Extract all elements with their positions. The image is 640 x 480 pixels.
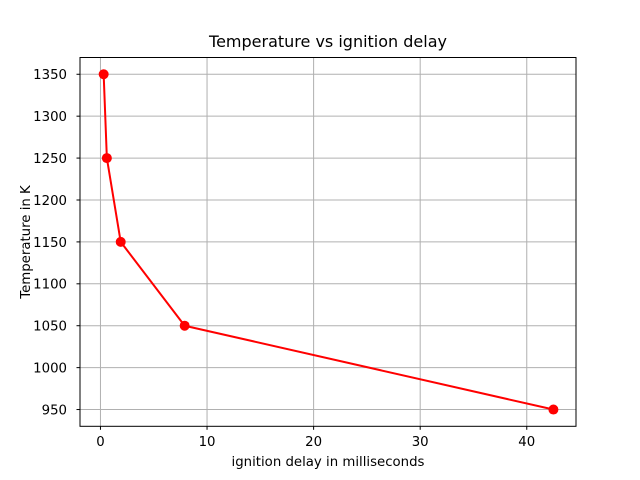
data-point [101, 153, 112, 164]
x-tick-label: 0 [96, 435, 104, 450]
x-tick-label: 10 [199, 435, 216, 450]
data-layer [98, 69, 559, 415]
grid-layer [80, 57, 576, 427]
x-tick-label: 40 [518, 435, 535, 450]
x-tick-label: 30 [412, 435, 429, 450]
y-tick-label: 1050 [33, 320, 67, 335]
y-tick-label: 1000 [33, 362, 67, 377]
y-tick-label: 1150 [33, 236, 67, 251]
y-tick-label: 1350 [33, 68, 67, 83]
y-tick-label: 1300 [33, 110, 67, 125]
y-tick-label: 1200 [33, 194, 67, 209]
data-point [548, 404, 559, 415]
data-point [115, 236, 126, 247]
y-tick-label: 1100 [33, 278, 67, 293]
y-axis-label: Temperature in K [19, 185, 34, 300]
y-tick-label: 950 [42, 403, 67, 418]
y-tick-label: 1250 [33, 152, 67, 167]
x-tick-label: 20 [305, 435, 322, 450]
tick-layer: 0 10 20 30 40 950 1000 1050 1100 1150 1200 1250 1300… [33, 68, 535, 450]
x-axis-label: ignition delay in milliseconds [232, 455, 425, 470]
chart-title: Temperature vs ignition delay [208, 32, 447, 51]
data-point [179, 320, 190, 331]
data-point [98, 69, 109, 80]
